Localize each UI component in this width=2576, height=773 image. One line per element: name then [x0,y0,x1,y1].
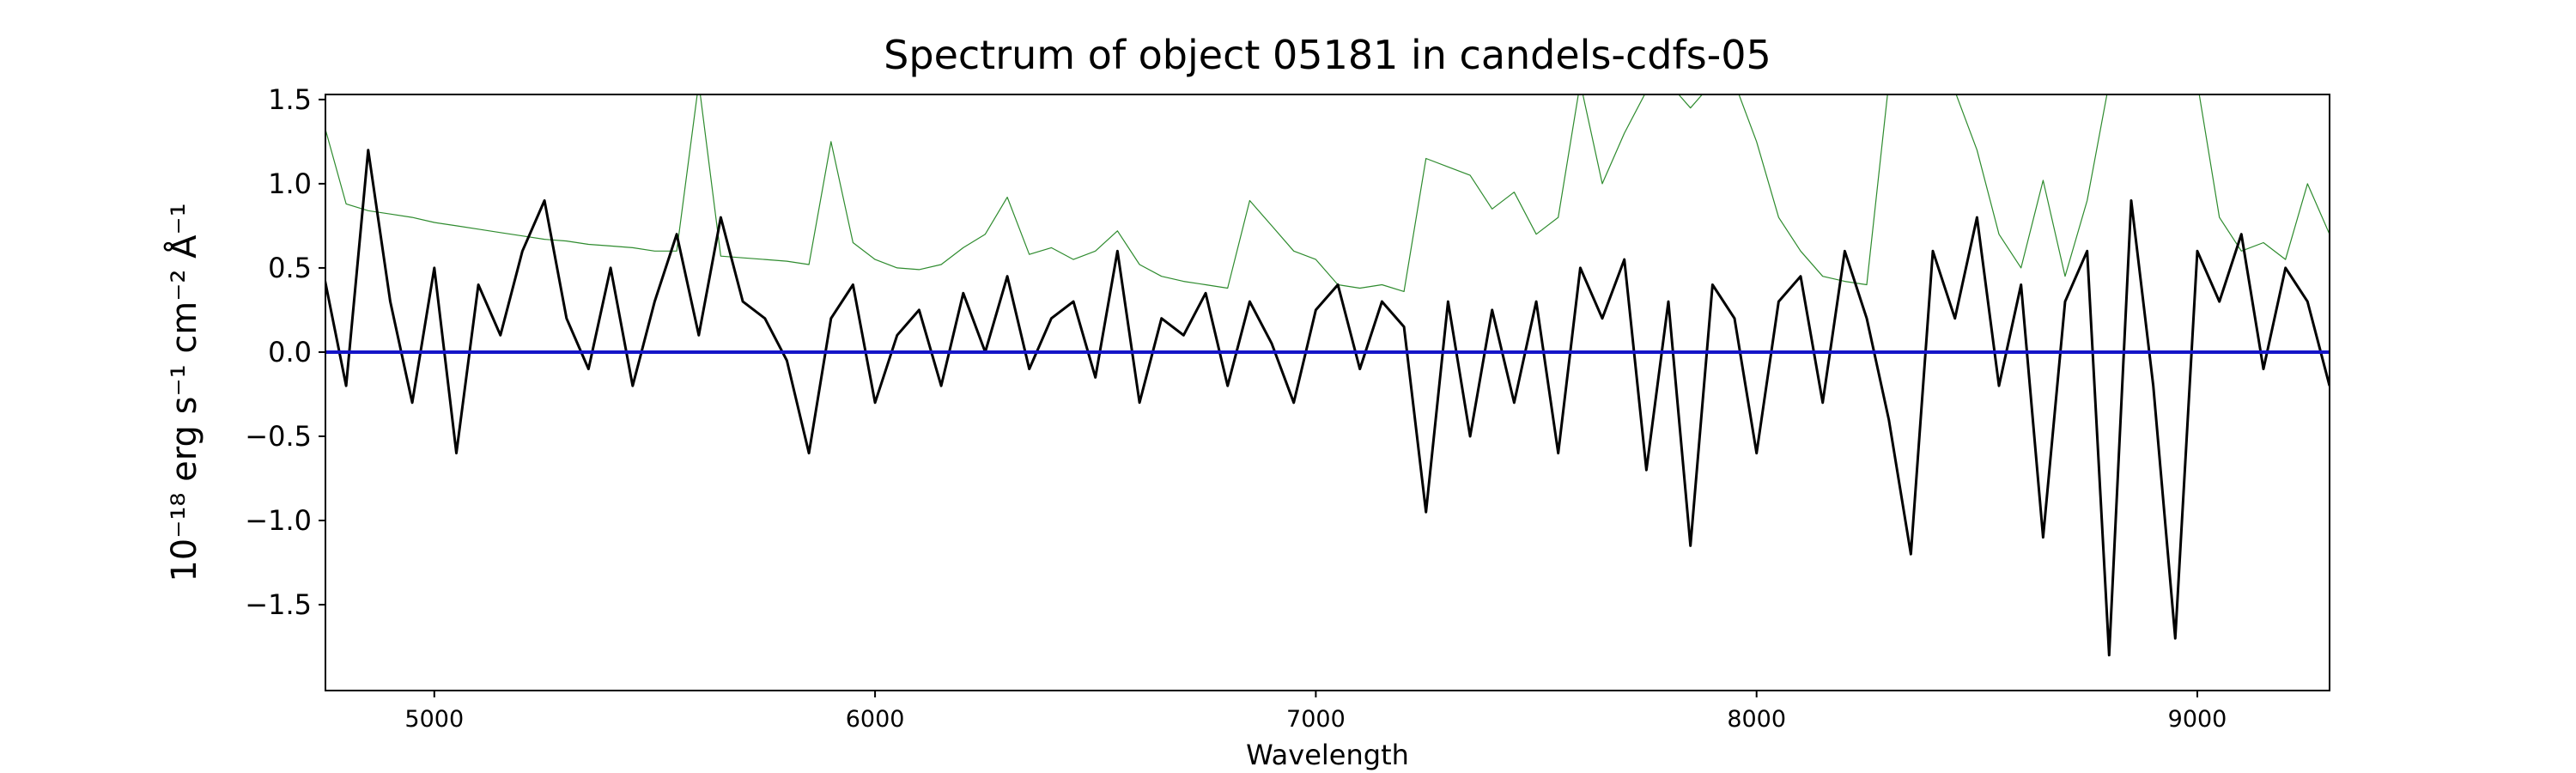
x-axis-label: Wavelength [1246,739,1409,771]
spectrum-line [325,94,2330,292]
y-tick-label: 0.0 [268,336,312,368]
x-tick-label: 7000 [1286,706,1346,733]
y-tick-label: 1.0 [268,167,312,200]
plot-area [325,94,2330,657]
x-tick-label: 5000 [404,706,464,733]
y-axis-label: 10⁻¹⁸ erg s⁻¹ cm⁻² Å⁻¹ [163,203,204,581]
y-tick-label: 0.5 [268,252,312,284]
y-tick-label: −1.5 [245,588,312,621]
x-tick-label: 9000 [2168,706,2227,733]
x-tick-label: 8000 [1727,706,1786,733]
axes-frame [325,94,2330,691]
chart-title: Spectrum of object 05181 in candels-cdfs… [884,32,1771,78]
spectrum-line [325,149,2330,657]
y-tick-label: 1.5 [268,83,312,116]
y-tick-label: −0.5 [245,420,312,453]
x-tick-label: 6000 [846,706,905,733]
y-tick-label: −1.0 [245,504,312,537]
